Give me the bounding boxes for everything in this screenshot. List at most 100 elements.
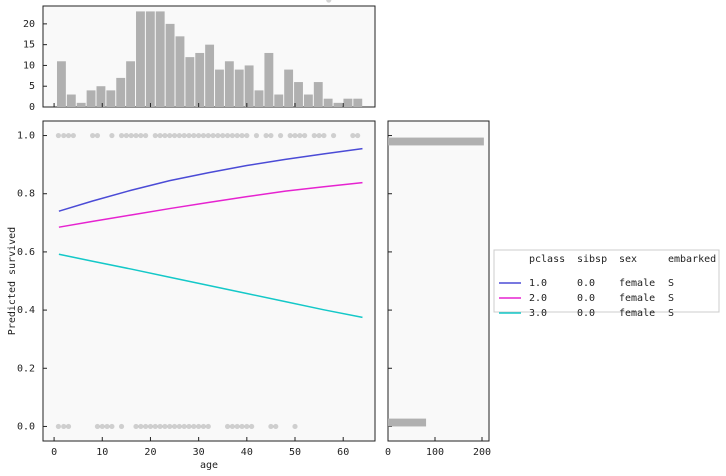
point: [196, 423, 202, 430]
point: [181, 132, 187, 139]
point: [138, 132, 144, 139]
bar: [56, 61, 66, 107]
point: [61, 423, 67, 430]
bar: [165, 23, 175, 107]
y-tick-label: 0.2: [17, 363, 35, 374]
legend-header: sex: [619, 254, 637, 265]
point: [181, 423, 187, 430]
x-tick-label: 0: [51, 447, 57, 458]
point: [109, 132, 115, 139]
legend-label: S: [668, 278, 674, 289]
point: [176, 423, 182, 430]
legend-label: 1.0: [529, 278, 547, 289]
bar: [185, 57, 195, 107]
legend-label: S: [668, 308, 674, 319]
point: [133, 423, 139, 430]
bar: [76, 102, 86, 107]
bar: [175, 36, 185, 107]
point: [239, 423, 245, 430]
y-tick-label: 20: [23, 19, 35, 30]
legend-label: 2.0: [529, 293, 547, 304]
point: [186, 423, 192, 430]
x-tick-label: 20: [144, 447, 156, 458]
bar: [106, 90, 116, 107]
bar: [66, 94, 76, 107]
bar: [96, 86, 106, 107]
point: [90, 132, 96, 139]
point: [196, 132, 202, 139]
bar: [388, 137, 484, 146]
point: [171, 423, 178, 430]
x-tick-label: 30: [193, 447, 205, 458]
point: [244, 132, 250, 139]
right-axes: [387, 120, 490, 442]
point: [234, 132, 240, 139]
point: [326, 0, 332, 3]
point: [167, 132, 173, 139]
point: [292, 423, 298, 430]
point: [133, 132, 139, 139]
point: [311, 132, 317, 139]
bar: [234, 69, 244, 107]
point: [152, 423, 158, 430]
point: [229, 132, 235, 139]
bar: [323, 98, 333, 107]
bar: [86, 90, 96, 107]
x-tick-label: 10: [96, 447, 108, 458]
point: [143, 423, 149, 430]
point: [143, 132, 149, 139]
bar: [224, 61, 234, 107]
point: [239, 132, 245, 139]
point: [350, 132, 356, 139]
bar: [155, 11, 165, 108]
bar: [353, 98, 363, 107]
legend-label: 0.0: [577, 293, 595, 304]
y-tick-label: 0.4: [17, 305, 35, 316]
bar: [116, 77, 126, 107]
legend-label: female: [619, 278, 655, 289]
bar: [136, 11, 145, 108]
point: [65, 132, 72, 139]
legend-label: 0.0: [577, 308, 595, 319]
legend: [493, 249, 720, 313]
bar: [343, 98, 353, 107]
point: [55, 132, 62, 139]
point: [224, 423, 231, 430]
point: [229, 423, 235, 430]
line: [58, 181, 363, 228]
bar: [126, 61, 136, 107]
bar: [205, 44, 215, 107]
point: [123, 132, 129, 139]
point: [162, 132, 168, 139]
point: [61, 132, 67, 139]
x-tick-label: 0: [385, 447, 391, 458]
bar: [284, 69, 294, 107]
point: [273, 423, 279, 430]
point: [176, 132, 182, 139]
x-axis-label: age: [200, 460, 218, 471]
point: [268, 132, 274, 139]
bar: [215, 69, 224, 107]
line: [58, 253, 363, 319]
point: [65, 423, 72, 430]
point: [330, 132, 337, 139]
y-tick-label: 15: [23, 40, 35, 51]
point: [263, 132, 269, 139]
point: [292, 132, 298, 139]
point: [157, 132, 163, 139]
bar: [195, 52, 205, 107]
point: [109, 423, 115, 430]
y-axis-label: Predicted survived: [7, 227, 18, 335]
point: [118, 423, 125, 430]
y-tick-label: 1.0: [17, 131, 35, 142]
point: [316, 132, 322, 139]
point: [277, 132, 284, 139]
point: [128, 132, 134, 139]
bar: [145, 11, 155, 108]
bar: [244, 65, 254, 107]
point: [167, 423, 173, 430]
point: [215, 132, 221, 139]
point: [94, 423, 101, 430]
x-tick-label: 60: [337, 447, 349, 458]
point: [171, 132, 178, 139]
